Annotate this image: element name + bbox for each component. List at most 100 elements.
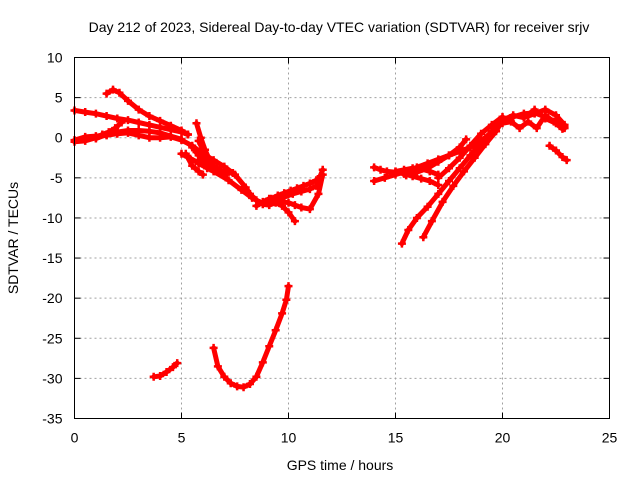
plot-grid (74, 57, 610, 419)
data-point (252, 201, 261, 210)
data-point (115, 88, 124, 97)
data-point (487, 120, 496, 129)
data-point (192, 148, 201, 157)
data-point (124, 96, 132, 105)
data-point (156, 116, 165, 125)
data-point (297, 203, 306, 212)
data-point (519, 113, 528, 122)
series-layer (70, 85, 571, 392)
y-axis-label: SDTVAR / TECUs (5, 182, 21, 294)
y-tick-label: 0 (55, 130, 63, 146)
data-point (224, 176, 233, 185)
data-point (404, 225, 413, 234)
data-point (552, 119, 560, 128)
data-point (188, 143, 197, 152)
data-point (194, 167, 203, 176)
series-arc-2 (102, 85, 192, 139)
data-point (370, 177, 379, 186)
data-point (109, 85, 118, 94)
data-point (226, 379, 235, 388)
data-point (541, 114, 550, 123)
chart-title: Day 212 of 2023, Sidereal Day-to-day VTE… (89, 19, 590, 35)
data-point (111, 124, 120, 133)
data-point (305, 179, 314, 188)
data-point (284, 208, 293, 217)
data-point (239, 383, 248, 392)
data-point (145, 127, 154, 136)
data-point (188, 161, 197, 170)
data-point (509, 111, 518, 120)
data-point (102, 89, 111, 98)
data-point (166, 121, 175, 130)
data-point (400, 165, 409, 174)
data-point (228, 169, 237, 178)
data-point (312, 176, 321, 185)
data-point (423, 202, 432, 211)
data-point (145, 112, 154, 121)
data-point (417, 174, 426, 183)
data-point (222, 170, 231, 179)
data-point (192, 119, 201, 128)
data-point (530, 105, 539, 114)
data-point (370, 163, 379, 172)
series-arc-17 (209, 282, 293, 392)
y-tick-label: -30 (42, 370, 62, 386)
y-tick-label: -20 (42, 290, 62, 306)
data-point (466, 141, 475, 150)
data-point (492, 127, 501, 136)
data-point (524, 117, 533, 126)
data-point (201, 145, 210, 154)
data-point (91, 133, 100, 142)
data-point (286, 186, 295, 195)
data-point (177, 135, 186, 144)
data-point (181, 149, 190, 158)
data-point (552, 111, 560, 120)
data-point (391, 167, 400, 176)
series-line (211, 283, 291, 390)
data-point (209, 162, 218, 171)
data-point (532, 124, 541, 133)
data-point (258, 358, 267, 367)
series-arc-23 (419, 116, 507, 242)
data-point (98, 130, 107, 139)
data-point (271, 326, 280, 335)
series-arc-11 (192, 148, 212, 173)
series-arc-10 (181, 149, 207, 179)
data-point (466, 151, 475, 160)
data-point (162, 367, 171, 376)
data-point (425, 177, 434, 186)
data-point (183, 130, 192, 139)
data-point (462, 135, 471, 144)
y-tick-label: -10 (42, 210, 62, 226)
data-point (245, 189, 254, 198)
x-tick-label: 25 (602, 430, 618, 446)
data-point (198, 170, 207, 179)
data-point (173, 359, 182, 368)
data-point (134, 105, 143, 114)
series-arc-15 (267, 172, 325, 203)
series-line (183, 151, 206, 178)
data-point (252, 372, 261, 381)
data-point (258, 197, 267, 206)
data-point (237, 185, 246, 194)
series-arc-26 (519, 105, 569, 132)
data-point (124, 126, 132, 135)
data-point (417, 165, 426, 174)
data-point (91, 109, 100, 118)
data-point (290, 201, 299, 210)
data-point (265, 342, 274, 351)
series-arc-12 (192, 119, 218, 171)
data-point (209, 343, 218, 352)
data-point (290, 217, 299, 226)
series-line (104, 87, 191, 137)
x-axis-label: GPS time / hours (287, 457, 394, 473)
data-point (477, 129, 486, 138)
series-arc-24 (434, 112, 507, 182)
data-point (402, 171, 411, 180)
data-point (213, 362, 222, 371)
data-point (434, 173, 443, 182)
data-point (425, 167, 434, 176)
data-point (455, 153, 464, 162)
data-point (168, 363, 177, 372)
y-tick-label: 5 (55, 90, 63, 106)
